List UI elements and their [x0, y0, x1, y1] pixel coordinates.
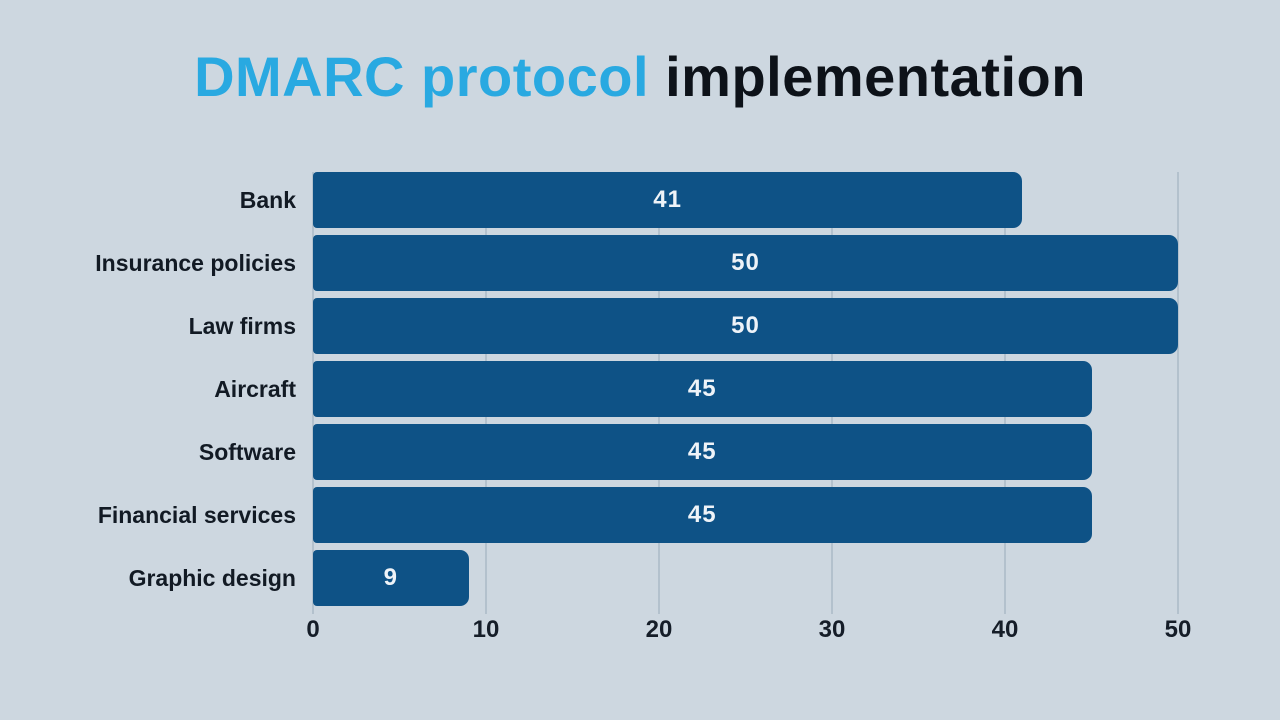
chart-row-software: Software 45: [199, 424, 1178, 480]
bar-financial-services: 45: [313, 487, 1092, 543]
category-label-software: Software: [198, 438, 296, 465]
chart-title: DMARC protocol implementation: [0, 45, 1280, 108]
chart-row-financial-services: Financial services 45: [98, 487, 1178, 543]
category-label-financial-services: Financial services: [97, 501, 296, 528]
bar-value-label-aircraft: 45: [687, 375, 717, 402]
category-label-insurance-policies: Insurance policies: [95, 249, 296, 276]
x-tick-label-50: 50: [1164, 616, 1192, 643]
bar-value-label-insurance-policies: 50: [731, 249, 760, 276]
bar-value-label-graphic-design: 9: [383, 564, 399, 591]
category-label-bank: Bank: [239, 186, 296, 213]
bar-chart: Bank 41 Insurance policies 50 Law firms 50 Air…: [95, 172, 1191, 642]
chart-row-law-firms: Law firms 50: [189, 298, 1178, 354]
x-tick-label-0: 0: [306, 616, 320, 643]
x-tick-label-30: 30: [818, 616, 846, 643]
chart-row-insurance-policies: Insurance policies 50: [95, 235, 1178, 291]
bar-graphic-design: 9: [313, 550, 469, 606]
bar-value-label-law-firms: 50: [731, 312, 760, 339]
bar-value-label-financial-services: 45: [687, 501, 717, 528]
chart-row-aircraft: Aircraft 45: [214, 361, 1178, 417]
category-label-law-firms: Law firms: [188, 312, 296, 339]
x-tick-label-10: 10: [472, 616, 500, 643]
x-tick-label-20: 20: [645, 616, 673, 643]
chart-title-rest: implementation: [649, 45, 1086, 108]
chart-row-bank: Bank 41: [240, 172, 1178, 228]
bar-aircraft: 45: [313, 361, 1092, 417]
chart-title-highlight: DMARC protocol: [194, 45, 650, 108]
bar-law-firms: 50: [313, 298, 1178, 354]
chart-rows: Bank 41 Insurance policies 50 Law firms 50 Air…: [95, 172, 1178, 606]
category-label-graphic-design: Graphic design: [128, 564, 296, 591]
category-label-aircraft: Aircraft: [214, 375, 296, 402]
bar-value-label-software: 45: [687, 438, 717, 465]
bar-bank: 41: [313, 172, 1023, 228]
x-axis: 0 10 20 30 40 50: [306, 616, 1191, 650]
bar-insurance-policies: 50: [313, 235, 1178, 291]
x-tick-label-40: 40: [991, 616, 1019, 643]
bar-value-label-bank: 41: [653, 186, 682, 213]
gridline-50: [1177, 172, 1179, 614]
bar-software: 45: [313, 424, 1092, 480]
chart-row-graphic-design: Graphic design 9: [129, 550, 1178, 606]
